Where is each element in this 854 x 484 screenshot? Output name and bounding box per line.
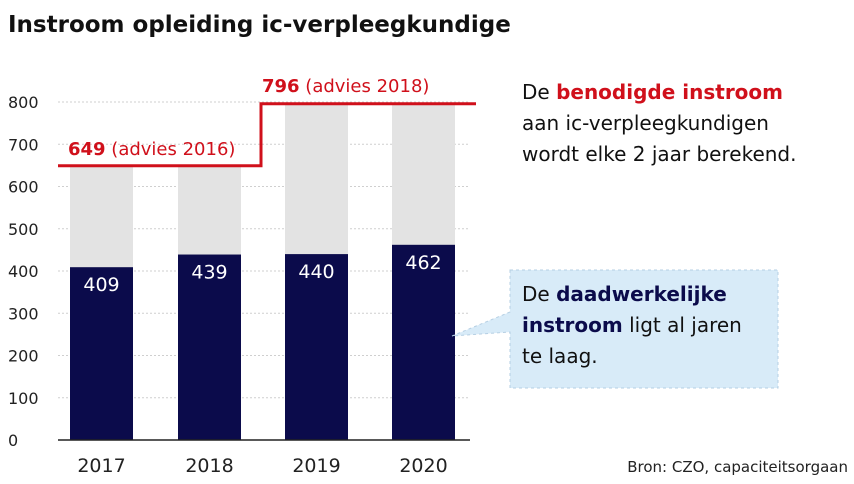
svg-text:instroom ligt al jaren: instroom ligt al jaren bbox=[522, 313, 742, 337]
advice-step-line bbox=[58, 102, 476, 168]
y-tick-label: 0 bbox=[8, 431, 18, 450]
note-top: De benodigde instroom aan ic-verpleegkun… bbox=[522, 80, 796, 166]
actual-bar bbox=[392, 244, 455, 440]
source-note: Bron: CZO, capaciteitsorgaan bbox=[627, 458, 848, 476]
y-axis-ticks: 0 100 200 300 400 500 600 700 800 bbox=[8, 93, 39, 450]
svg-text:De daadwerkelijke: De daadwerkelijke bbox=[522, 282, 727, 306]
y-tick-label: 100 bbox=[8, 389, 39, 408]
advice-2016-label: 649 (advies 2016) bbox=[68, 139, 235, 160]
actual-bar bbox=[285, 254, 348, 440]
y-tick-label: 500 bbox=[8, 220, 39, 239]
callout-box bbox=[451, 269, 779, 389]
chart-title: Instroom opleiding ic-verpleegkundige bbox=[8, 12, 511, 38]
svg-text:aan ic-verpleegkundigen: aan ic-verpleegkundigen bbox=[522, 111, 769, 135]
actual-bar bbox=[70, 267, 133, 440]
y-tick-label: 300 bbox=[8, 304, 39, 323]
callout: De daadwerkelijke instroom ligt al jaren… bbox=[451, 269, 779, 389]
x-tick-label: 2017 bbox=[77, 455, 125, 477]
y-tick-label: 400 bbox=[8, 262, 39, 281]
y-tick-label: 200 bbox=[8, 347, 39, 366]
svg-text:De benodigde instroom: De benodigde instroom bbox=[522, 80, 783, 104]
x-tick-label: 2020 bbox=[399, 455, 447, 477]
bar-value-label: 440 bbox=[298, 261, 334, 283]
svg-text:wordt elke 2 jaar berekend.: wordt elke 2 jaar berekend. bbox=[522, 142, 796, 166]
x-axis-labels: 2017 2018 2019 2020 bbox=[77, 455, 447, 477]
advice-2018-label: 796 (advies 2018) bbox=[262, 76, 429, 97]
x-tick-label: 2019 bbox=[292, 455, 340, 477]
y-tick-label: 600 bbox=[8, 178, 39, 197]
bars: 409 439 440 462 bbox=[70, 103, 455, 441]
x-tick-label: 2018 bbox=[185, 455, 233, 477]
bar-value-label: 439 bbox=[191, 262, 227, 284]
y-tick-label: 800 bbox=[8, 93, 39, 112]
svg-text:te laag.: te laag. bbox=[522, 344, 598, 368]
y-tick-label: 700 bbox=[8, 135, 39, 154]
actual-bar bbox=[178, 254, 241, 440]
bar-value-label: 462 bbox=[405, 252, 441, 274]
bar-value-label: 409 bbox=[83, 274, 119, 296]
